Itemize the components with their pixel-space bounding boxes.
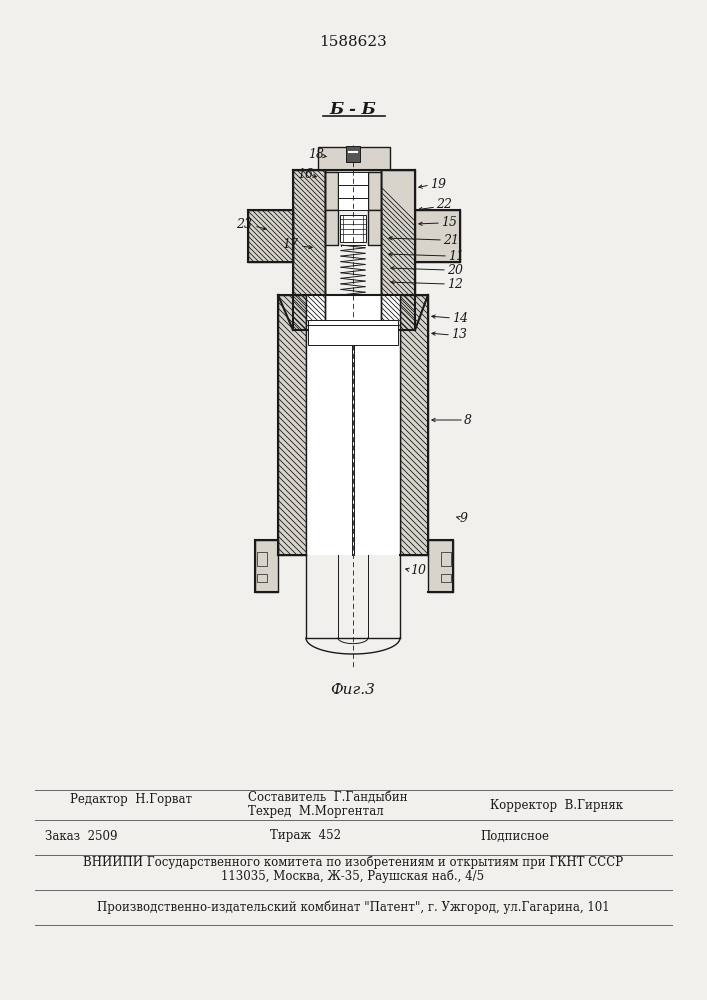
Text: 113035, Москва, Ж-35, Раушская наб., 4/5: 113035, Москва, Ж-35, Раушская наб., 4/5 — [221, 869, 484, 883]
Bar — [338, 172, 368, 210]
Polygon shape — [325, 172, 338, 210]
Text: Подписное: Подписное — [480, 830, 549, 842]
Text: 9: 9 — [460, 512, 468, 524]
Polygon shape — [381, 170, 415, 330]
Text: Техред  М.Моргентал: Техред М.Моргентал — [248, 806, 384, 818]
Text: Корректор  В.Гирняк: Корректор В.Гирняк — [490, 798, 623, 812]
Polygon shape — [318, 147, 390, 170]
Bar — [441, 552, 451, 566]
Text: 17: 17 — [282, 238, 298, 251]
Text: 16: 16 — [297, 167, 313, 180]
Polygon shape — [293, 170, 325, 330]
Text: Производственно-издательский комбинат "Патент", г. Ужгород, ул.Гагарина, 101: Производственно-издательский комбинат "П… — [97, 900, 609, 914]
Text: 11: 11 — [448, 249, 464, 262]
Text: 19: 19 — [430, 178, 446, 190]
Bar — [257, 552, 267, 566]
Text: 12: 12 — [447, 277, 463, 290]
Polygon shape — [368, 172, 381, 210]
Text: Заказ  2509: Заказ 2509 — [45, 830, 117, 842]
Text: 1588623: 1588623 — [319, 35, 387, 49]
Polygon shape — [368, 210, 381, 245]
Text: 18: 18 — [308, 148, 324, 161]
Text: 20: 20 — [447, 263, 463, 276]
Polygon shape — [428, 540, 453, 592]
Polygon shape — [255, 540, 278, 592]
Text: Фиг.3: Фиг.3 — [331, 683, 375, 697]
Text: Б - Б: Б - Б — [329, 102, 376, 118]
Text: Составитель  Г.Гандыбин: Составитель Г.Гандыбин — [248, 790, 408, 804]
Text: 13: 13 — [451, 328, 467, 342]
Bar — [346, 146, 360, 162]
Polygon shape — [248, 210, 293, 262]
Polygon shape — [400, 295, 428, 555]
Text: Тираж  452: Тираж 452 — [270, 830, 341, 842]
Bar — [441, 574, 451, 582]
Text: 15: 15 — [441, 216, 457, 229]
Text: 21: 21 — [443, 233, 459, 246]
Text: 8: 8 — [464, 414, 472, 426]
Text: ВНИИПИ Государственного комитета по изобретениям и открытиям при ГКНТ СССР: ВНИИПИ Государственного комитета по изоб… — [83, 855, 623, 869]
Polygon shape — [278, 295, 306, 555]
Bar — [340, 215, 366, 242]
Bar — [308, 320, 398, 345]
Text: Редактор  Н.Горват: Редактор Н.Горват — [70, 794, 192, 806]
Polygon shape — [325, 210, 338, 245]
Bar — [306, 295, 400, 555]
Text: 10: 10 — [410, 564, 426, 576]
Text: 22: 22 — [436, 198, 452, 212]
Bar — [257, 574, 267, 582]
Text: 23: 23 — [236, 218, 252, 231]
Text: 14: 14 — [452, 312, 468, 324]
Polygon shape — [415, 210, 460, 262]
